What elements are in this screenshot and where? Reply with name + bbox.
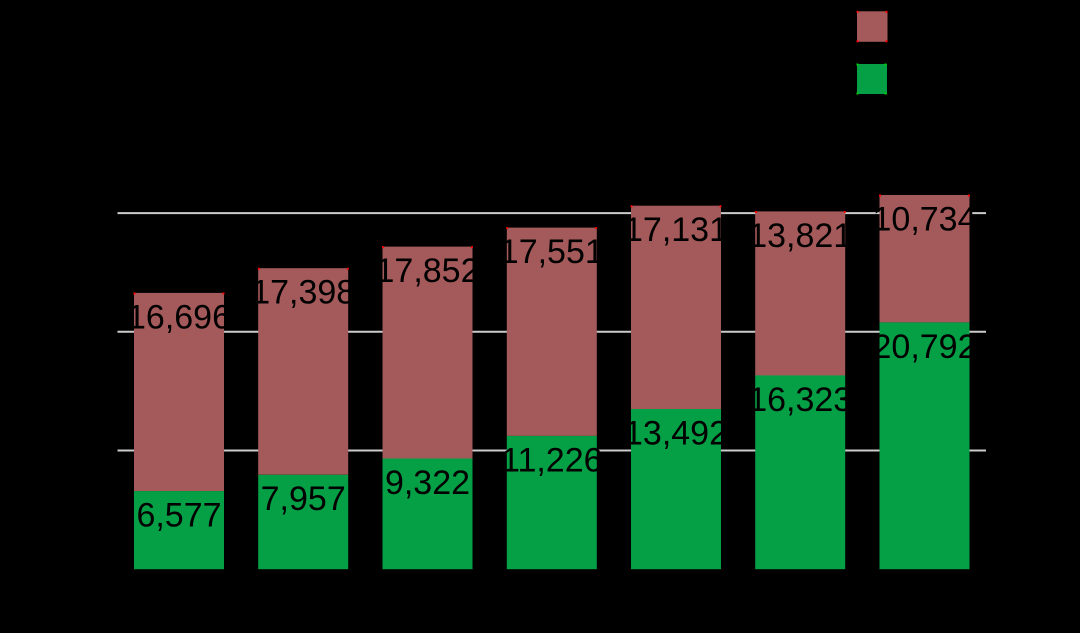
svg-text:7,957: 7,957 — [261, 480, 346, 518]
svg-text:9,322: 9,322 — [385, 464, 470, 502]
svg-text:16,696: 16,696 — [127, 298, 231, 336]
svg-text:17,551: 17,551 — [500, 233, 604, 271]
svg-text:11,226: 11,226 — [501, 441, 602, 479]
svg-text:17,131: 17,131 — [624, 211, 728, 249]
svg-text:10,734: 10,734 — [873, 200, 977, 238]
svg-text:16,323: 16,323 — [748, 381, 852, 419]
svg-text:6,577: 6,577 — [136, 497, 221, 535]
svg-text:17,398: 17,398 — [251, 274, 355, 312]
svg-text:17,852: 17,852 — [376, 252, 480, 290]
svg-text:13,492: 13,492 — [624, 414, 728, 452]
svg-text:13,821: 13,821 — [748, 217, 852, 255]
svg-text:20,792: 20,792 — [873, 328, 977, 366]
